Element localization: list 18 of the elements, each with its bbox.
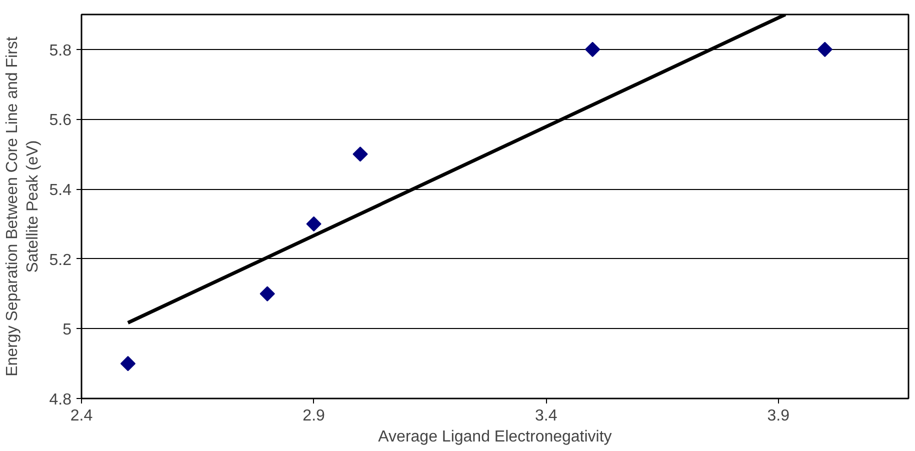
y-tick-label: 5 [62,322,72,339]
point [120,356,136,372]
y-tick-label: 5.4 [49,182,72,200]
point [584,42,600,57]
y-tick-label: 5.6 [49,112,72,130]
y-tick-label: 4.8 [49,392,72,408]
y-tick-label: 5.8 [49,42,72,60]
point [306,216,322,232]
y-tick-label: 5.2 [49,252,72,269]
x-tick-label: 3.4 [534,408,558,424]
x-tick-label: 2.9 [302,408,326,424]
x-axis-title: Average Ligand Electronegativity [378,428,612,446]
y-axis-title: Energy Separation Between Core Line and First Satellite Peak (eV) [4,36,42,376]
point [352,146,368,162]
x-tick-label: 3.9 [767,408,790,424]
x-tick-label: 2.4 [70,408,93,424]
point [260,286,275,302]
point [817,42,832,57]
